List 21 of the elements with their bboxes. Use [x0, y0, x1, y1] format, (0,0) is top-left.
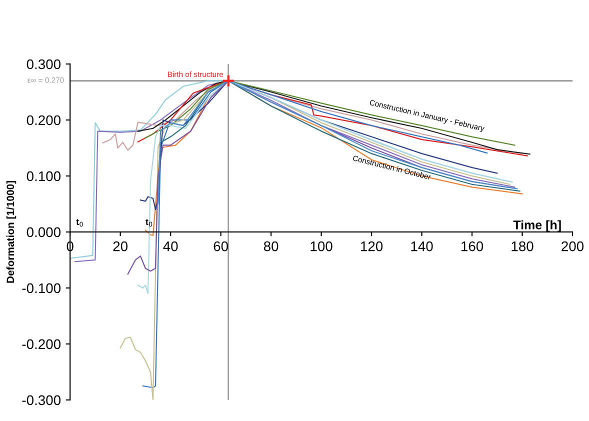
annotation: t$_{0}$ — [76, 219, 83, 227]
x-tick-label: 200 — [562, 241, 584, 252]
x-axis-title: Time [h] — [513, 220, 561, 232]
x-tick-label: 180 — [512, 241, 534, 252]
x-tick-label: 100 — [310, 241, 332, 252]
y-axis-title: Deformation [1/1000] — [6, 181, 16, 283]
y-tick-label: 0.100 — [26, 171, 61, 182]
annotation: t$_{0}$ — [146, 219, 152, 227]
x-tick-label: 60 — [214, 241, 228, 252]
y-tick-label: -0.100 — [22, 283, 61, 294]
x-tick-label: 80 — [264, 241, 278, 252]
y-tick-label: -0.300 — [22, 395, 61, 406]
x-tick-label: 160 — [462, 241, 484, 252]
x-tick-label: 20 — [113, 241, 128, 252]
x-tick-label: 120 — [361, 241, 383, 252]
y-tick-label: 0.300 — [26, 59, 61, 70]
x-tick-label: 40 — [163, 241, 178, 252]
y-tick-label: 0.000 — [26, 227, 61, 238]
y-tick-label: 0.200 — [26, 115, 61, 126]
y-tick-label: -0.200 — [22, 339, 61, 350]
x-tick-label: 140 — [411, 241, 433, 252]
